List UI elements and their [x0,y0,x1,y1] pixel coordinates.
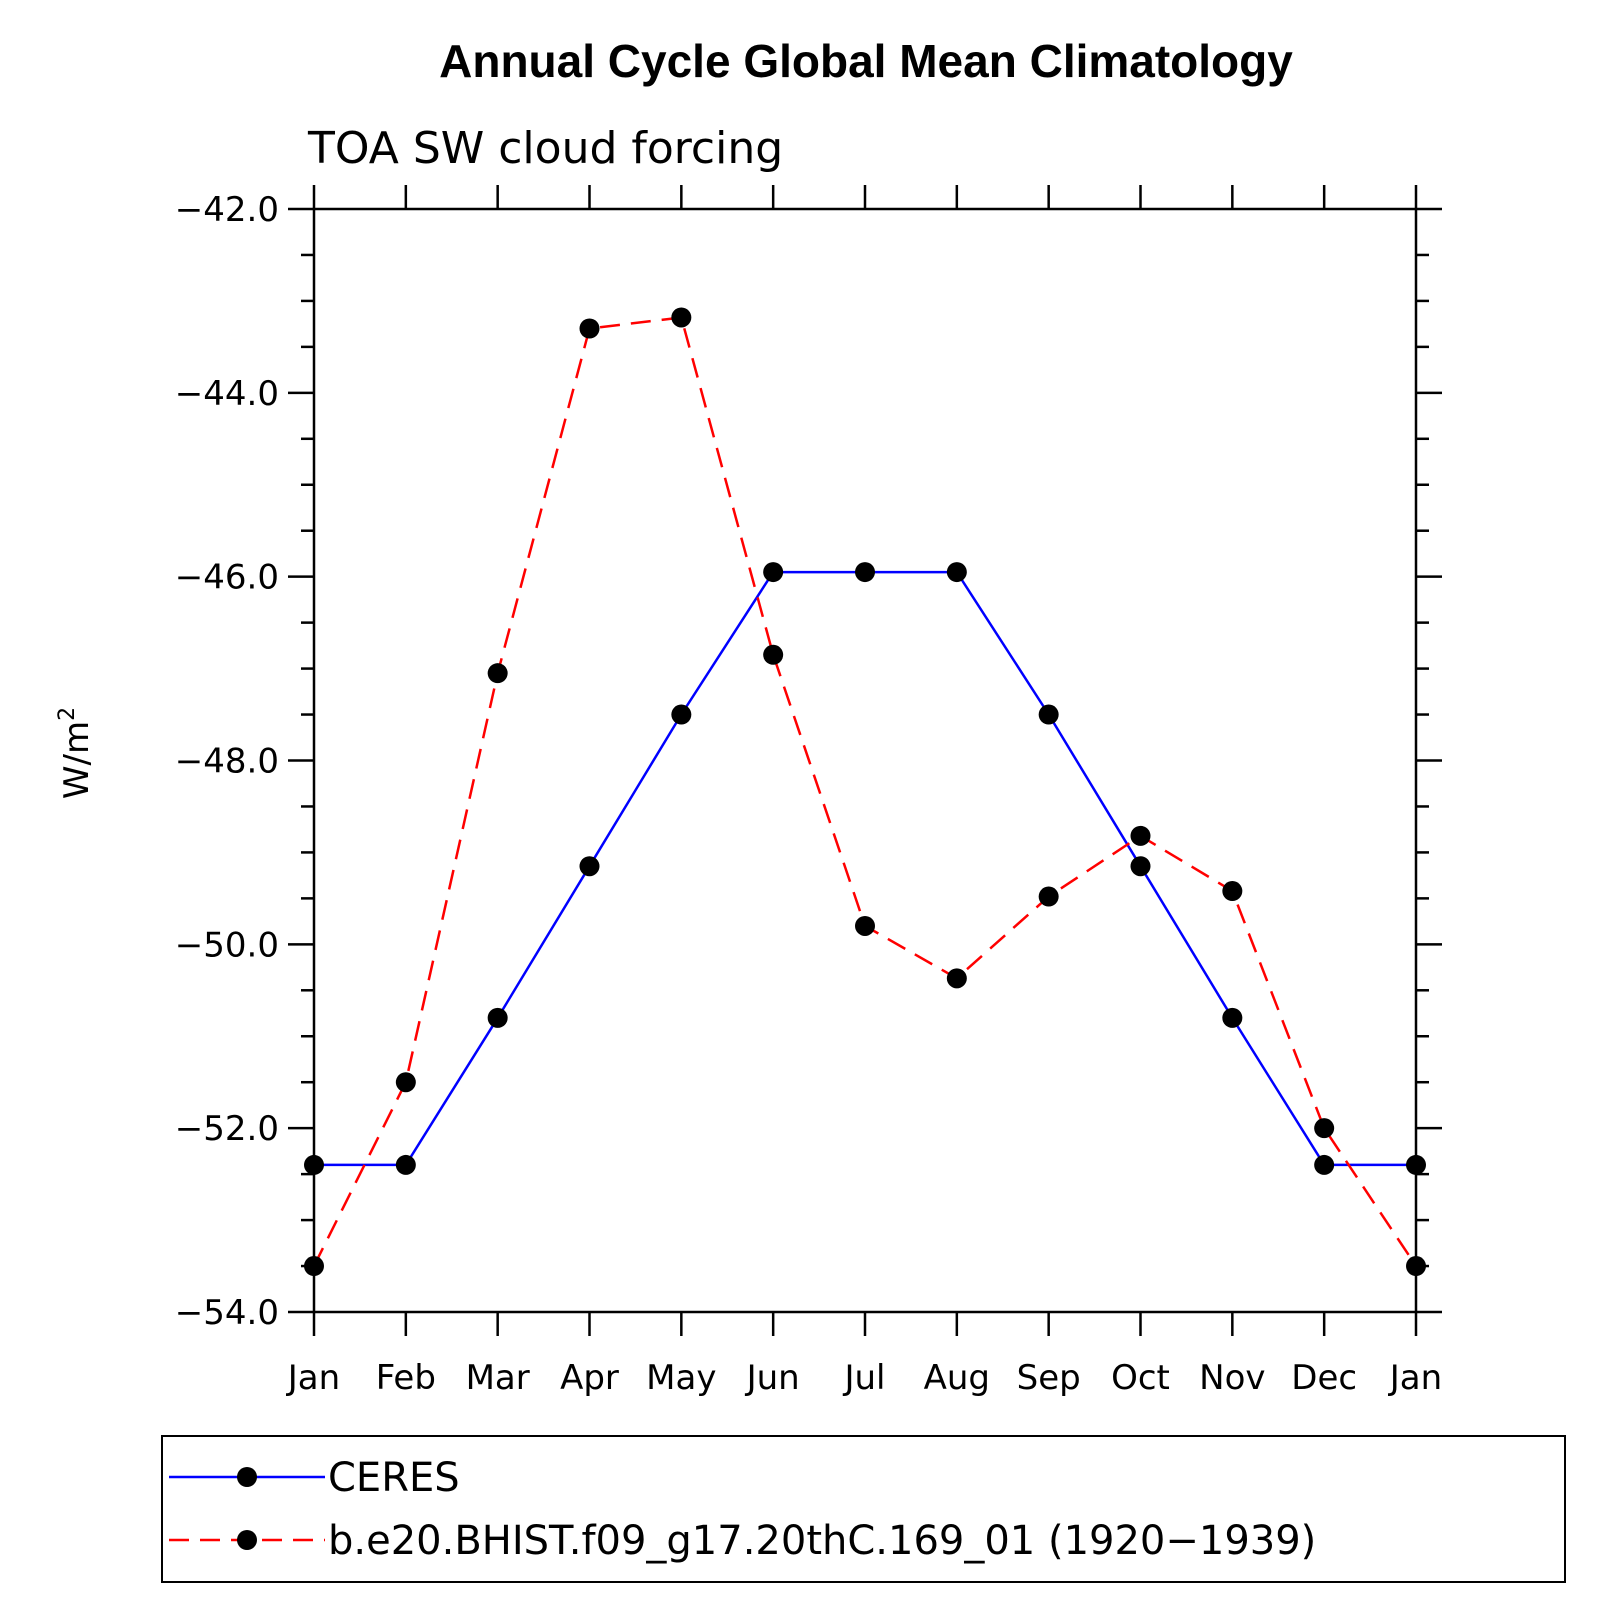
y-tick-label: −42.0 [175,190,279,230]
y-tick-label: −44.0 [175,374,279,414]
x-tick-label: Sep [1017,1358,1081,1398]
y-tick-label: −52.0 [175,1109,279,1149]
series-1-point [763,644,784,665]
series-1-point [1406,1256,1426,1277]
legend-label-ceres: CERES [328,1455,460,1501]
y-axis-label-superscript: 2 [55,707,80,721]
x-tick-label: Oct [1111,1358,1170,1398]
legend-frame [161,1435,1566,1583]
series-1-point [946,968,967,989]
series-line-0 [314,570,1416,1167]
series-1-point [671,307,692,328]
series-1-point [395,1072,416,1093]
series-0-point [763,562,784,583]
legend-marker-ceres [237,1467,257,1487]
y-tick-label: −46.0 [175,558,279,598]
x-tick-label: Jun [745,1358,800,1398]
series-1-point [579,318,600,339]
y-tick-label: −48.0 [175,742,279,782]
series-1-point [304,1256,324,1277]
series-1-point [1222,881,1243,902]
x-tick-label: Dec [1291,1358,1357,1398]
legend-marker-model [237,1530,257,1550]
x-tick-label: Feb [376,1358,436,1398]
y-axis-label-text: W/m [57,721,97,799]
y-tick-label: −54.0 [175,1293,279,1333]
x-tick-label: Jan [1388,1358,1442,1398]
chart-title: Annual Cycle Global Mean Climatology [439,35,1293,87]
x-tick-label: Nov [1199,1358,1265,1398]
series-0-point [946,562,967,583]
series-0-point [1222,1007,1243,1028]
series-0-point [855,562,875,583]
x-tick-label: Apr [560,1358,619,1398]
y-tick-label: −50.0 [175,925,279,965]
series-0-point [579,856,600,877]
series-0-point [1314,1154,1335,1175]
series-1-point [1314,1118,1335,1139]
x-tick-labels: Jan Feb Mar Apr May Jun Jul Aug Sep Oct Nov Dec Jan [286,1358,1442,1398]
legend: CERES b.e20.BHIST.f09_g17.20thC.169_01 (… [161,1435,1566,1583]
series-layer [304,307,1426,1277]
x-tick-label: May [646,1358,716,1398]
series-0-point [1406,1154,1426,1175]
series-1-point [1130,825,1151,846]
chart-subtitle: TOA SW cloud forcing [307,123,783,174]
series-1-point [855,915,875,936]
series-0-point [304,1154,324,1175]
series-0-point [395,1154,416,1175]
svg-text:W/m2: W/m2 [55,707,97,799]
series-line-1 [312,316,1418,1267]
x-tick-label: Jan [286,1358,340,1398]
y-axis-label: W/m2 [55,707,97,799]
series-0-point [1038,704,1059,725]
legend-label-model: b.e20.BHIST.f09_g17.20thC.169_01 (1920−1… [328,1518,1316,1564]
axis-ticks [288,185,1442,1336]
x-tick-label: Jul [842,1358,885,1398]
series-0-point [671,704,692,725]
series-0-point [487,1007,508,1028]
series-1-point [487,663,508,684]
series-1-point [1038,886,1059,907]
x-tick-label: Mar [466,1358,530,1398]
y-tick-labels: −42.0 −44.0 −46.0 −48.0 −50.0 −52.0 −54.0 [175,190,279,1333]
series-0-point [1130,856,1151,877]
x-tick-label: Aug [924,1358,990,1398]
